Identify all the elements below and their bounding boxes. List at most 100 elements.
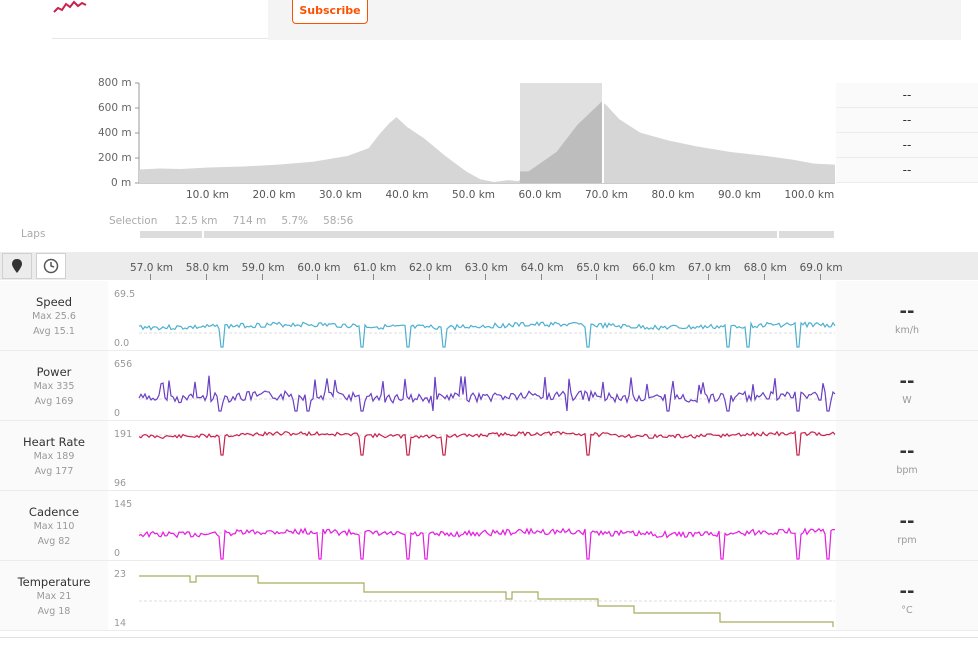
timeline-tick-mark xyxy=(261,274,263,280)
stream-current-value: -- xyxy=(899,511,915,532)
stream-unit: km/h xyxy=(895,325,919,336)
stream-name: Cadence xyxy=(28,505,80,519)
stream-speed-value: -- km/h xyxy=(836,281,978,351)
elevation-x-tick: 90.0 km xyxy=(718,189,762,201)
timeline-x-tick: 63.0 km xyxy=(464,262,508,274)
stream-y-min: 96 xyxy=(114,478,127,489)
subscribe-button[interactable]: Subscribe xyxy=(292,0,368,24)
right-value-cell: -- xyxy=(836,83,978,108)
stream-current-value: -- xyxy=(899,371,915,392)
timeline-x-tick: 69.0 km xyxy=(799,262,843,274)
stream-unit: °C xyxy=(901,605,913,616)
subscribe-banner xyxy=(268,0,961,40)
elevation-x-tick: 50.0 km xyxy=(452,189,496,201)
stream-temp-plot[interactable]: 23 14 xyxy=(108,561,836,631)
elevation-x-tick: 30.0 km xyxy=(319,189,363,201)
stream-unit: rpm xyxy=(897,535,917,546)
stream-avg: Avg 82 xyxy=(37,536,71,547)
stream-speed-plot[interactable]: 69.5 0.0 xyxy=(108,281,836,351)
lap-segment[interactable] xyxy=(779,231,834,238)
stream-name: Heart Rate xyxy=(22,435,86,449)
timeline-tick-mark xyxy=(373,274,375,280)
distance-mode-button[interactable] xyxy=(2,253,32,279)
selection-summary: Selection 12.5 km 714 m 5.7% 58:56 xyxy=(109,209,353,228)
stream-max: Max 335 xyxy=(33,381,75,392)
stream-avg: Avg 169 xyxy=(34,396,74,407)
stream-y-max: 23 xyxy=(114,569,127,580)
timeline-x-tick: 64.0 km xyxy=(520,262,564,274)
stream-y-max: 69.5 xyxy=(114,289,136,300)
lap-segment[interactable] xyxy=(204,231,777,238)
timeline-x-tick: 67.0 km xyxy=(688,262,732,274)
stream-cadence-summary: Cadence Max 110 Avg 82 xyxy=(0,491,108,561)
stream-power-value: -- W xyxy=(836,351,978,421)
stream-power-summary: Power Max 335 Avg 169 xyxy=(0,351,108,421)
right-value-cell: -- xyxy=(836,108,978,133)
timeline-x-tick: 68.0 km xyxy=(743,262,787,274)
right-value-cell: -- xyxy=(836,133,978,158)
elevation-chart[interactable] xyxy=(90,75,840,205)
stream-max: Max 21 xyxy=(36,591,72,602)
stream-temp-summary: Temperature Max 21 Avg 18 xyxy=(0,561,108,631)
stream-max: Max 189 xyxy=(33,451,75,462)
selection-elevation: 714 m xyxy=(232,215,267,227)
stream-y-min: 0 xyxy=(114,408,121,419)
timeline-tick-mark xyxy=(484,274,486,280)
stream-name: Power xyxy=(36,365,72,379)
stream-toolbar xyxy=(0,252,978,280)
timeline-tick-mark xyxy=(708,274,709,280)
stream-unit: W xyxy=(902,395,912,406)
stream-avg: Avg 18 xyxy=(37,606,71,617)
stream-hr-line xyxy=(138,430,836,456)
footer-divider xyxy=(0,637,978,638)
timeline-x-tick: 57.0 km xyxy=(130,262,174,274)
elevation-y-tick: 600 m xyxy=(98,102,132,114)
stream-power-plot[interactable]: 656 0 xyxy=(108,351,836,421)
stream-temp-line xyxy=(139,575,834,627)
stream-hr-value: -- bpm xyxy=(836,421,978,491)
elevation-profile[interactable] xyxy=(90,75,840,205)
timeline-x-tick: 59.0 km xyxy=(241,262,285,274)
right-value-cell: -- xyxy=(836,158,978,183)
selection-grade: 5.7% xyxy=(281,215,308,227)
stream-max: Max 110 xyxy=(33,521,75,532)
laps-label: Laps xyxy=(21,228,46,240)
timeline-tick-mark xyxy=(819,274,821,280)
stream-speed-summary: Speed Max 25.6 Avg 15.1 xyxy=(0,281,108,351)
map-pin-icon xyxy=(12,259,22,273)
stream-avg: Avg 177 xyxy=(34,466,74,477)
stream-y-max: 191 xyxy=(114,429,133,440)
time-mode-button[interactable] xyxy=(36,253,66,279)
timeline-x-tick: 61.0 km xyxy=(353,262,397,274)
elevation-x-tick: 20.0 km xyxy=(252,189,296,201)
stream-unit: bpm xyxy=(896,465,918,476)
timeline-tick-mark xyxy=(429,274,430,280)
stream-cadence-plot[interactable]: 145 0 xyxy=(108,491,836,561)
stream-speed-line xyxy=(138,321,836,348)
timeline-x-tick: 60.0 km xyxy=(297,262,341,274)
stream-y-max: 656 xyxy=(114,359,133,370)
timeline-tick-mark xyxy=(150,274,151,280)
stream-hr-plot[interactable]: 191 96 xyxy=(108,421,836,491)
elevation-x-tick: 60.0 km xyxy=(518,189,562,201)
elevation-y-tick: 200 m xyxy=(98,152,132,164)
selection-time: 58:56 xyxy=(323,215,354,227)
stream-name: Temperature xyxy=(17,575,91,589)
timeline-tick-mark xyxy=(540,274,542,280)
stream-avg: Avg 15.1 xyxy=(33,326,75,337)
selection-label: Selection xyxy=(109,215,158,227)
elevation-x-tick: 80.0 km xyxy=(651,189,695,201)
stream-y-min: 14 xyxy=(114,618,127,629)
stream-current-value: -- xyxy=(899,441,915,462)
activity-map-thumbnail[interactable] xyxy=(52,0,268,39)
timeline-tick-mark xyxy=(317,274,319,280)
selection-distance: 12.5 km xyxy=(174,215,218,227)
timeline-x-tick: 65.0 km xyxy=(576,262,620,274)
stream-max: Max 25.6 xyxy=(32,311,76,322)
lap-segment[interactable] xyxy=(140,231,202,238)
timeline-tick-mark xyxy=(763,274,765,280)
stream-hr-summary: Heart Rate Max 189 Avg 177 xyxy=(0,421,108,491)
elevation-y-tick: 400 m xyxy=(98,127,132,139)
elevation-x-tick: 40.0 km xyxy=(385,189,429,201)
clock-icon xyxy=(43,258,59,274)
